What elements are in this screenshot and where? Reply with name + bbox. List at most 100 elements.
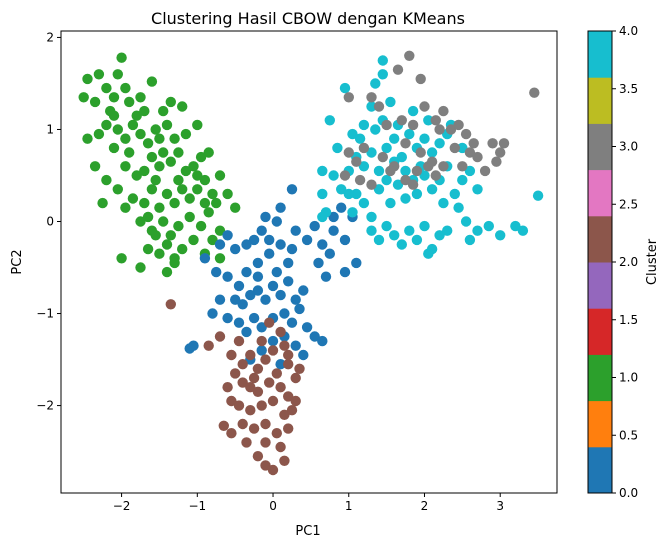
data-point-cluster-4 [343,188,354,200]
data-point-cluster-4 [324,115,335,126]
data-point-cluster-2 [279,340,290,351]
data-point-cluster-3 [438,105,449,117]
data-point-cluster-1 [101,119,112,131]
data-point-cluster-0 [275,239,286,250]
y-tick-label: −1 [36,307,54,321]
data-point-cluster-0 [222,271,233,282]
y-tick-label: 1 [46,122,54,136]
data-point-cluster-1 [214,170,226,181]
data-point-cluster-3 [351,156,362,167]
colorbar-tick-label: 4.0 [619,24,638,38]
data-point-cluster-4 [385,96,396,108]
colorbar-band [588,123,612,171]
data-point-cluster-2 [290,395,301,407]
data-point-cluster-3 [343,92,354,103]
data-point-cluster-1 [169,257,180,269]
data-point-cluster-1 [120,161,131,172]
data-point-cluster-4 [434,138,445,149]
data-point-cluster-0 [252,257,264,269]
data-point-cluster-1 [112,124,124,135]
data-point-cluster-2 [214,331,226,342]
data-point-cluster-0 [214,239,226,250]
data-point-cluster-1 [154,248,165,259]
data-point-cluster-4 [366,225,377,236]
data-point-cluster-0 [275,202,286,213]
data-point-cluster-4 [381,142,392,154]
data-point-cluster-2 [267,464,279,476]
data-point-cluster-2 [245,382,256,393]
data-point-cluster-1 [142,138,154,149]
data-point-cluster-0 [298,285,309,296]
data-point-cluster-0 [313,257,324,269]
data-point-cluster-0 [252,285,264,296]
data-point-cluster-4 [358,197,370,209]
data-point-cluster-4 [392,179,404,190]
data-point-cluster-1 [188,161,199,172]
data-point-cluster-4 [317,188,328,200]
data-point-cluster-1 [203,147,214,158]
data-point-cluster-3 [415,73,426,85]
data-point-cluster-1 [214,225,226,236]
data-point-cluster-4 [407,105,419,117]
data-point-cluster-1 [120,82,131,94]
data-point-cluster-0 [339,234,351,246]
data-point-cluster-4 [377,55,388,66]
data-point-cluster-3 [407,179,419,190]
data-point-cluster-4 [328,170,339,181]
data-point-cluster-1 [158,216,169,227]
data-point-cluster-1 [93,69,105,80]
colorbar-tick-label: 1.0 [619,371,638,385]
data-point-cluster-4 [449,188,460,200]
colorbar-band [588,354,612,402]
data-point-cluster-4 [358,119,370,131]
colorbar-band [588,308,612,355]
data-point-cluster-1 [139,165,150,177]
data-point-cluster-4 [419,170,430,181]
data-point-cluster-2 [226,428,237,439]
data-point-cluster-4 [495,230,506,241]
data-point-cluster-2 [279,409,290,420]
data-point-cluster-2 [290,372,301,384]
data-point-cluster-1 [82,73,93,85]
data-point-cluster-0 [290,340,301,351]
data-point-cluster-2 [237,418,248,430]
data-point-cluster-1 [127,119,139,131]
data-point-cluster-1 [177,243,188,255]
data-point-cluster-1 [93,128,105,140]
data-point-cluster-4 [419,133,430,144]
data-point-cluster-2 [237,377,248,388]
data-point-cluster-4 [404,225,415,236]
data-point-cluster-1 [112,69,124,80]
data-point-cluster-1 [89,96,101,108]
data-point-cluster-4 [532,190,544,201]
data-point-cluster-0 [241,239,252,250]
colorbar-tick-label: 2.5 [619,197,638,211]
data-point-cluster-4 [377,69,388,80]
x-tick-label: 3 [496,499,504,513]
data-point-cluster-4 [472,184,483,195]
data-point-cluster-2 [275,382,286,393]
data-point-cluster-3 [415,147,426,158]
data-point-cluster-4 [426,147,438,158]
data-point-cluster-0 [301,234,313,246]
data-point-cluster-1 [131,170,142,181]
data-point-cluster-3 [434,124,445,135]
data-point-cluster-2 [165,299,176,310]
data-point-cluster-0 [237,299,248,310]
data-point-cluster-4 [317,165,328,177]
data-point-cluster-2 [252,363,264,374]
colorbar-tick-label: 0.5 [619,428,638,442]
data-point-cluster-1 [89,161,101,172]
data-point-cluster-3 [464,147,476,158]
data-point-cluster-3 [396,115,407,126]
data-point-cluster-2 [245,405,256,416]
data-point-cluster-4 [381,220,392,232]
data-point-cluster-1 [108,110,120,121]
data-point-cluster-3 [468,138,479,149]
colorbar-tick-label: 2.0 [619,255,638,269]
data-point-cluster-0 [320,271,332,282]
data-point-cluster-3 [419,101,430,112]
points-layer [78,50,544,476]
data-point-cluster-4 [510,220,521,232]
